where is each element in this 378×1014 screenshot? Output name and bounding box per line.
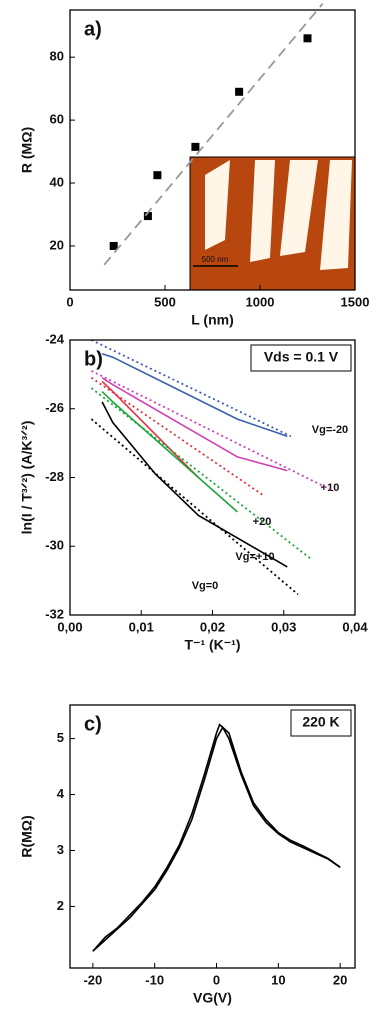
panel-label: a) bbox=[84, 18, 102, 40]
data-line bbox=[93, 727, 340, 951]
data-point bbox=[304, 34, 312, 42]
y-tick-label: 5 bbox=[57, 730, 64, 745]
fit-line bbox=[91, 378, 262, 495]
y-tick-label: 3 bbox=[57, 842, 64, 857]
data-point bbox=[153, 171, 161, 179]
x-tick-label: 0,01 bbox=[129, 619, 154, 634]
x-tick-label: 0,02 bbox=[200, 619, 225, 634]
x-tick-label: 0 bbox=[213, 972, 220, 987]
x-tick-label: -10 bbox=[145, 972, 164, 987]
panel-label: b) bbox=[84, 348, 103, 370]
fit-line bbox=[91, 388, 312, 560]
y-tick-label: -24 bbox=[45, 331, 65, 346]
data-point bbox=[235, 88, 243, 96]
x-tick-label: 1000 bbox=[246, 294, 275, 309]
x-tick-label: 1500 bbox=[341, 294, 370, 309]
y-axis-label: ln(I / T³ᐟ²) (A/K³ᐟ²) bbox=[19, 421, 35, 535]
x-tick-label: 10 bbox=[271, 972, 285, 987]
y-tick-label: -28 bbox=[45, 469, 64, 484]
x-axis-label: L (nm) bbox=[191, 312, 234, 328]
y-tick-label: 80 bbox=[50, 49, 64, 64]
figure: 500 nm05001000150020406080a)L (nm)R (MΩ)… bbox=[0, 0, 378, 1009]
series-label: Vg=-20 bbox=[312, 424, 348, 436]
x-tick-label: 0,00 bbox=[57, 619, 82, 634]
y-tick-label: 40 bbox=[50, 174, 64, 189]
data-point bbox=[191, 143, 199, 151]
panel-label: c) bbox=[84, 713, 102, 735]
x-tick-label: 0,04 bbox=[342, 619, 368, 634]
x-axis-label: T⁻¹ (K⁻¹) bbox=[185, 637, 241, 653]
x-tick-label: -20 bbox=[83, 972, 102, 987]
series-label: Vg=0 bbox=[192, 580, 219, 592]
y-axis-label: R(MΩ) bbox=[19, 815, 35, 857]
x-tick-label: 20 bbox=[333, 972, 347, 987]
y-tick-label: 20 bbox=[50, 237, 64, 252]
y-tick-label: -32 bbox=[45, 606, 64, 621]
x-tick-label: 500 bbox=[154, 294, 176, 309]
data-line bbox=[102, 378, 287, 471]
y-tick-label: 4 bbox=[57, 786, 65, 801]
series-label: +10 bbox=[321, 482, 340, 494]
y-tick-label: -30 bbox=[45, 538, 64, 553]
x-tick-label: 0 bbox=[66, 294, 73, 309]
fit-line bbox=[91, 419, 298, 594]
y-tick-label: -26 bbox=[45, 400, 64, 415]
inset-label: 500 nm bbox=[202, 255, 229, 264]
y-tick-label: 2 bbox=[57, 898, 64, 913]
x-tick-label: 0,03 bbox=[271, 619, 296, 634]
fit-line bbox=[91, 371, 333, 491]
annotation: 220 K bbox=[302, 714, 339, 730]
x-axis-label: VG(V) bbox=[193, 990, 232, 1006]
annotation: Vds = 0.1 V bbox=[264, 349, 339, 365]
plot-frame bbox=[70, 340, 355, 615]
y-axis-label: R (MΩ) bbox=[19, 127, 35, 173]
y-tick-label: 60 bbox=[50, 112, 64, 127]
